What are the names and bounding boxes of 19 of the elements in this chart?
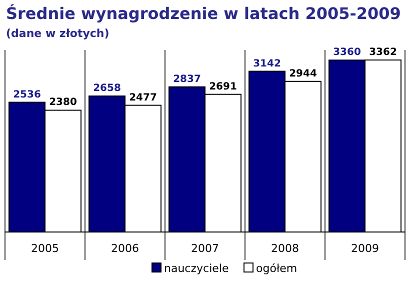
data-label: 3362 <box>369 47 397 58</box>
data-label: 2380 <box>49 97 77 108</box>
x-tick-label: 2008 <box>271 242 299 255</box>
chart-title: Średnie wynagrodzenie w latach 2005-2009 <box>6 4 401 23</box>
data-label: 3360 <box>333 47 361 58</box>
chart-subtitle: (dane w złotych) <box>6 27 110 40</box>
data-label: 2691 <box>209 81 237 92</box>
legend-label: ogółem <box>256 262 298 275</box>
x-tick-label: 2009 <box>351 242 379 255</box>
data-label: 3142 <box>253 58 281 70</box>
x-tick-label: 2007 <box>191 242 219 255</box>
legend-label: nauczyciele <box>164 262 229 275</box>
x-tick-label: 2005 <box>31 242 59 255</box>
data-label: 2477 <box>129 92 157 104</box>
data-label: 2837 <box>173 74 201 85</box>
x-tick-label: 2006 <box>111 242 139 255</box>
data-label: 2658 <box>93 83 121 94</box>
data-label: 2944 <box>289 68 317 80</box>
data-label: 2536 <box>13 89 41 100</box>
